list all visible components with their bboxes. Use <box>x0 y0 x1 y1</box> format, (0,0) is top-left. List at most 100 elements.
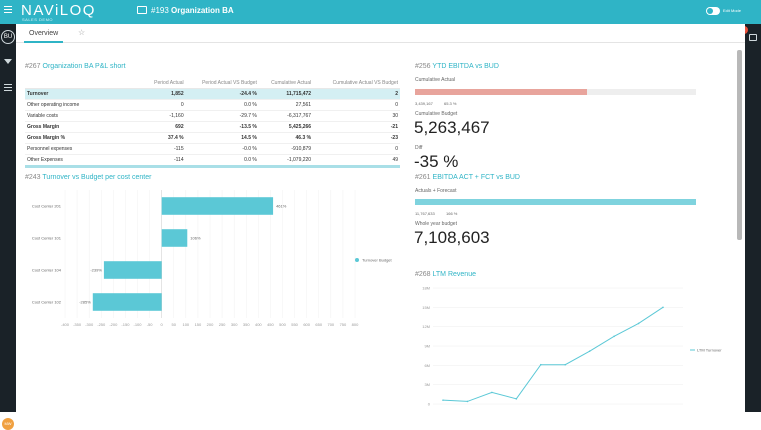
pl-row-label: Gross Margin % <box>25 132 145 144</box>
pl-cell: -13.5 % <box>185 121 259 133</box>
pl-cell: 49 <box>313 154 400 166</box>
app-logo: NAViLOQ <box>21 2 96 19</box>
pl-cell: 0 <box>145 99 186 111</box>
ytd-diff-value: -35 % <box>414 152 459 171</box>
pl-cell: -0.0 % <box>185 143 259 155</box>
pl-cell: -23 <box>313 132 400 144</box>
business-unit-badge[interactable]: BU <box>1 30 15 44</box>
pl-table-row: Variable costs -1,160 -29.7 % -6,317,767 30 <box>25 110 400 122</box>
y-tick-label: 0 <box>428 402 431 407</box>
app-logo-subtitle: SALES DEMO <box>22 17 54 22</box>
data-point <box>564 363 567 366</box>
data-label: -285% <box>79 300 91 305</box>
ltm-widget-name: LTM Revenue <box>432 271 476 278</box>
turnover-widget-title: #243 Turnover vs Budget per cost center <box>25 174 151 181</box>
ebitda-act-label: Actuals + Forecast <box>415 188 457 194</box>
x-tick-label: 100 <box>182 322 189 327</box>
x-tick-label: -200 <box>109 322 118 327</box>
filter-icon[interactable] <box>4 59 12 64</box>
ltm-chart: 0 3M 6M 9M 12M 15M 18M LTM Turnover <box>422 286 722 407</box>
ltm-widget-number: #268 <box>415 271 431 278</box>
pl-header-period-vs-budget: Period Actual VS Budget <box>185 79 259 89</box>
pl-cell: -115 <box>145 143 186 155</box>
pl-cell: 2 <box>313 88 400 100</box>
ebitda-act-value: 11,767,633 <box>415 211 435 216</box>
x-tick-label: 600 <box>303 322 310 327</box>
x-tick-label: -400 <box>61 322 70 327</box>
pl-cell: 11,715,472 <box>258 88 314 100</box>
pl-header-period-actual: Period Actual <box>145 79 186 89</box>
data-point <box>637 322 640 325</box>
ebitda-whole-value: 7,108,603 <box>414 228 490 247</box>
pl-widget-name: Organization BA P&L short <box>42 63 126 70</box>
pl-row-label: Gross Margin <box>25 121 145 133</box>
tab-overview[interactable]: Overview <box>24 24 64 43</box>
ebitda-whole-label: Whole year budget <box>415 221 457 227</box>
pl-cell: -29.7 % <box>185 110 259 122</box>
data-point <box>613 335 615 338</box>
data-point <box>491 391 493 394</box>
x-tick-label: 450 <box>267 322 274 327</box>
pl-header-cum-vs-budget: Cumulative Actual VS Budget <box>313 79 400 89</box>
list-filter-icon[interactable] <box>4 84 12 93</box>
edit-mode-label: Edit Mode <box>723 8 742 13</box>
pl-cell: 30 <box>313 110 400 122</box>
data-label: -239% <box>90 268 102 273</box>
pl-cell: 1,852 <box>145 88 186 100</box>
page-title: #193 Organization BA <box>151 6 234 15</box>
data-point <box>662 306 664 309</box>
top-bar: NAViLOQ SALES DEMO #193 Organization BA … <box>0 0 761 24</box>
edit-mode-toggle[interactable] <box>706 7 720 15</box>
pl-cell: 46.3 % <box>258 132 314 144</box>
y-tick-label: 6M <box>424 363 430 368</box>
legend-marker <box>355 258 359 262</box>
turnover-widget-name: Turnover vs Budget per cost center <box>42 174 152 181</box>
pl-header-cum-actual: Cumulative Actual <box>258 79 314 89</box>
pl-row-label: Variable costs <box>25 110 145 122</box>
ytd-cum-actual-pct: 65.3 % <box>444 101 457 106</box>
pl-row-label: Turnover <box>25 88 145 100</box>
pl-cell: 5,425,266 <box>258 121 314 133</box>
x-tick-label: -300 <box>85 322 94 327</box>
ytd-widget-number: #256 <box>415 63 431 70</box>
category-label: Cost Center 201 <box>32 204 62 209</box>
left-sidebar: BU MW <box>0 24 16 430</box>
data-label: 106% <box>190 236 201 241</box>
x-tick-label: 750 <box>340 322 347 327</box>
pl-cell: -114 <box>145 154 186 166</box>
pl-cell: 27,561 <box>258 99 314 111</box>
pl-table-header: Period Actual Period Actual VS Budget Cu… <box>25 79 400 89</box>
x-tick-label: 500 <box>279 322 286 327</box>
x-tick-label: 400 <box>255 322 262 327</box>
pl-cell: -1,079,220 <box>258 154 314 166</box>
ebitda-widget-number: #261 <box>415 174 431 181</box>
bar <box>161 197 274 215</box>
pl-cell: 0 <box>313 143 400 155</box>
legend-label: LTM Turnover <box>697 348 722 353</box>
ytd-cum-actual-label: Cumulative Actual <box>415 77 456 83</box>
ytd-cum-budget-value: 5,263,467 <box>414 118 490 137</box>
star-icon[interactable]: ☆ <box>78 28 86 37</box>
turnover-widget-number: #243 <box>25 174 41 181</box>
pl-table-row: Turnover 1,852 -24.4 % 11,715,472 2 <box>25 88 400 100</box>
x-tick-label: 0 <box>161 322 164 327</box>
pl-widget-number: #267 <box>25 63 41 70</box>
menu-icon[interactable] <box>4 6 12 14</box>
pl-cell: -910,879 <box>258 143 314 155</box>
scrollbar[interactable] <box>737 50 742 240</box>
bar <box>92 293 162 311</box>
x-tick-label: 50 <box>172 322 177 327</box>
x-tick-label: 550 <box>291 322 298 327</box>
turnover-chart: -400 -350 -300 -250 -200 -150 -100 -50 0 50 100 150… <box>32 190 393 327</box>
pl-widget-title: #267 Organization BA P&L short <box>25 63 126 70</box>
x-tick-label: 150 <box>195 322 202 327</box>
comment-icon[interactable] <box>749 34 757 41</box>
y-tick-label: 18M <box>422 286 430 291</box>
x-tick-label: -150 <box>121 322 130 327</box>
ytd-cum-actual-value: 3,439,167 <box>415 101 433 106</box>
pl-cell: -1,160 <box>145 110 186 122</box>
bar <box>161 229 188 247</box>
avatar[interactable]: MW <box>2 418 14 430</box>
legend-label: Turnover Budget <box>362 258 393 263</box>
page-title-number: #193 <box>151 6 169 15</box>
